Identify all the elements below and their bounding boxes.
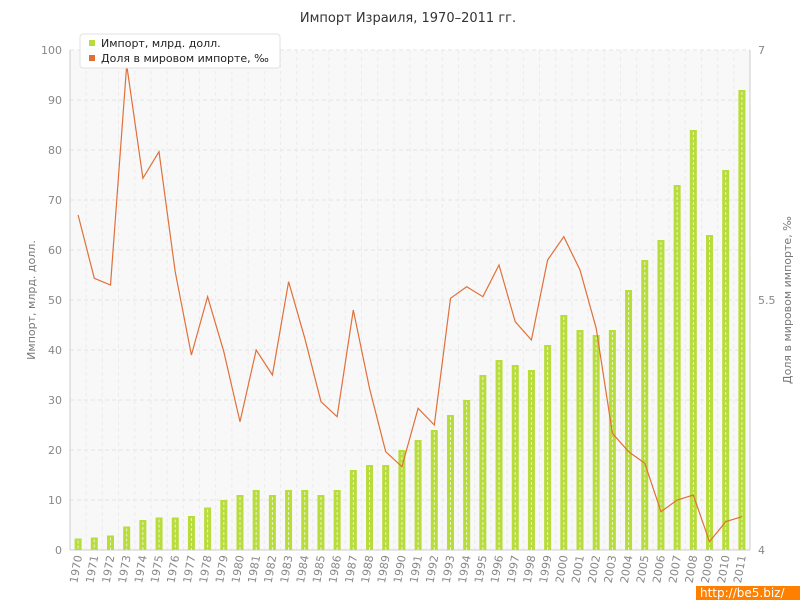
- x-tick-label: 1971: [84, 554, 102, 584]
- y-axis-right-label: Доля в мировом импорте, ‰: [781, 216, 794, 384]
- x-tick-label: 1998: [521, 554, 539, 584]
- x-tick-label: 2008: [683, 554, 701, 584]
- x-tick-label: 2006: [650, 554, 668, 584]
- x-tick-label: 1985: [310, 554, 328, 584]
- x-tick-label: 2009: [699, 554, 717, 584]
- x-tick-label: 1994: [456, 554, 474, 584]
- x-tick-label: 1999: [537, 554, 555, 584]
- x-tick-label: 2010: [715, 554, 733, 584]
- bar: [155, 517, 163, 550]
- y-tick-left-label: 50: [48, 294, 62, 307]
- x-tick-label: 1995: [472, 554, 490, 584]
- x-tick-label: 2005: [634, 554, 652, 584]
- y-tick-right-label: 7: [758, 44, 765, 57]
- x-tick-label: 1975: [148, 554, 166, 584]
- right-axis-ticks: 45.57: [758, 44, 776, 557]
- chart-title: Импорт Израиля, 1970–2011 гг.: [300, 11, 516, 26]
- x-tick-label: 1987: [343, 554, 361, 584]
- bar: [74, 538, 82, 550]
- x-tick-label: 1979: [213, 554, 231, 584]
- x-tick-label: 1972: [100, 554, 118, 584]
- x-tick-label: 2000: [553, 554, 571, 584]
- watermark-text: http://be5.biz/: [700, 586, 785, 600]
- x-tick-label: 1990: [391, 554, 409, 584]
- legend-swatch-share: [89, 55, 95, 61]
- x-tick-label: 1993: [440, 554, 458, 584]
- y-tick-right-label: 5.5: [758, 294, 776, 307]
- y-tick-left-label: 40: [48, 344, 62, 357]
- y-tick-left-label: 60: [48, 244, 62, 257]
- y-tick-right-label: 4: [758, 544, 765, 557]
- x-axis-ticks: 1970197119721973197419751976197719781979…: [67, 554, 748, 584]
- x-tick-label: 1981: [245, 554, 263, 584]
- y-tick-left-label: 90: [48, 94, 62, 107]
- y-tick-left-label: 20: [48, 444, 62, 457]
- y-tick-left-label: 30: [48, 394, 62, 407]
- x-tick-label: 1984: [294, 554, 312, 584]
- x-tick-label: 1992: [424, 554, 442, 584]
- bar: [204, 507, 212, 550]
- x-tick-label: 1976: [165, 554, 183, 584]
- share-line: [77, 64, 743, 543]
- legend-label-import: Импорт, млрд. долл.: [101, 37, 221, 50]
- x-tick-label: 2001: [569, 554, 587, 584]
- bar: [123, 526, 131, 550]
- import-bars: [74, 90, 746, 550]
- y-tick-left-label: 100: [41, 44, 62, 57]
- x-tick-label: 2002: [585, 554, 603, 584]
- legend-swatch-import: [89, 40, 95, 46]
- x-tick-label: 1989: [375, 554, 393, 584]
- x-tick-label: 1982: [262, 554, 280, 584]
- x-tick-label: 2011: [731, 554, 749, 584]
- x-tick-label: 1973: [116, 554, 134, 584]
- x-tick-label: 1991: [407, 554, 425, 584]
- y-tick-left-label: 10: [48, 494, 62, 507]
- bar: [171, 517, 179, 550]
- watermark-background: [696, 586, 800, 600]
- legend-box: [79, 33, 281, 69]
- y-tick-left-label: 70: [48, 194, 62, 207]
- y-tick-left-label: 80: [48, 144, 62, 157]
- x-tick-label: 1997: [505, 554, 523, 584]
- x-tick-label: 1988: [359, 554, 377, 584]
- x-tick-label: 1978: [197, 554, 215, 584]
- bar: [90, 537, 98, 550]
- x-tick-label: 1986: [326, 554, 344, 584]
- legend-label-share: Доля в мировом импорте, ‰: [101, 52, 269, 65]
- x-tick-label: 1974: [132, 554, 150, 584]
- x-tick-label: 1980: [229, 554, 247, 584]
- watermark-badge: http://be5.biz/: [696, 586, 800, 600]
- legend: Импорт, млрд. долл. Доля в мировом импор…: [79, 33, 281, 69]
- x-tick-label: 2007: [666, 554, 684, 584]
- x-tick-label: 1983: [278, 554, 296, 584]
- x-tick-label: 2003: [602, 554, 620, 584]
- x-tick-label: 2004: [618, 554, 636, 584]
- y-axis-left-label: Импорт, млрд. долл.: [25, 240, 38, 360]
- x-tick-label: 1970: [67, 554, 85, 584]
- left-axis-ticks: 0 10 20 30 40 50 60 70 80 90 100: [41, 44, 62, 557]
- share-line-path: [77, 64, 743, 543]
- x-tick-label: 1977: [181, 554, 199, 584]
- grid: [69, 49, 751, 551]
- y-tick-left-label: 0: [55, 544, 62, 557]
- x-tick-label: 1996: [488, 554, 506, 584]
